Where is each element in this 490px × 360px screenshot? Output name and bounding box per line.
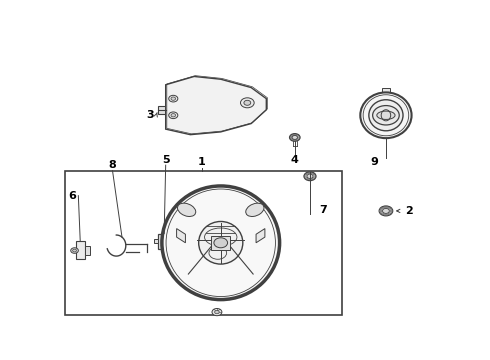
Circle shape	[304, 172, 316, 181]
Circle shape	[307, 174, 313, 179]
Circle shape	[212, 309, 222, 316]
Circle shape	[241, 98, 254, 108]
Ellipse shape	[177, 203, 196, 216]
Bar	[170, 238, 177, 244]
Circle shape	[215, 310, 219, 314]
Circle shape	[290, 134, 300, 141]
Bar	[198, 94, 207, 100]
Bar	[153, 239, 158, 243]
Ellipse shape	[360, 93, 412, 138]
Circle shape	[244, 100, 251, 105]
Text: 3: 3	[147, 110, 154, 120]
Text: 5: 5	[162, 155, 170, 165]
Circle shape	[73, 249, 76, 252]
Ellipse shape	[162, 186, 280, 300]
Bar	[382, 87, 390, 93]
Bar	[65, 171, 342, 315]
Text: 6: 6	[69, 191, 76, 201]
Bar	[211, 236, 230, 250]
Circle shape	[171, 114, 175, 117]
Text: 2: 2	[405, 206, 413, 216]
Ellipse shape	[198, 221, 243, 264]
Ellipse shape	[377, 111, 395, 120]
Bar	[85, 246, 91, 255]
Ellipse shape	[369, 100, 403, 131]
Polygon shape	[256, 229, 265, 243]
Circle shape	[171, 97, 175, 100]
Circle shape	[383, 208, 390, 213]
Circle shape	[292, 135, 297, 139]
Bar	[158, 234, 170, 249]
Bar	[213, 94, 219, 99]
Bar	[158, 105, 166, 114]
Circle shape	[169, 95, 178, 102]
Text: 4: 4	[291, 155, 299, 165]
Text: 8: 8	[109, 160, 117, 170]
Bar	[234, 97, 242, 105]
Text: 9: 9	[370, 157, 378, 167]
Polygon shape	[176, 229, 185, 243]
Circle shape	[169, 112, 178, 118]
Circle shape	[372, 105, 399, 125]
Ellipse shape	[246, 203, 264, 216]
Bar	[76, 242, 85, 260]
Circle shape	[379, 206, 393, 216]
Circle shape	[71, 248, 78, 253]
Text: 7: 7	[319, 204, 327, 215]
Text: 1: 1	[198, 157, 206, 167]
Circle shape	[214, 238, 227, 248]
Polygon shape	[166, 76, 267, 135]
